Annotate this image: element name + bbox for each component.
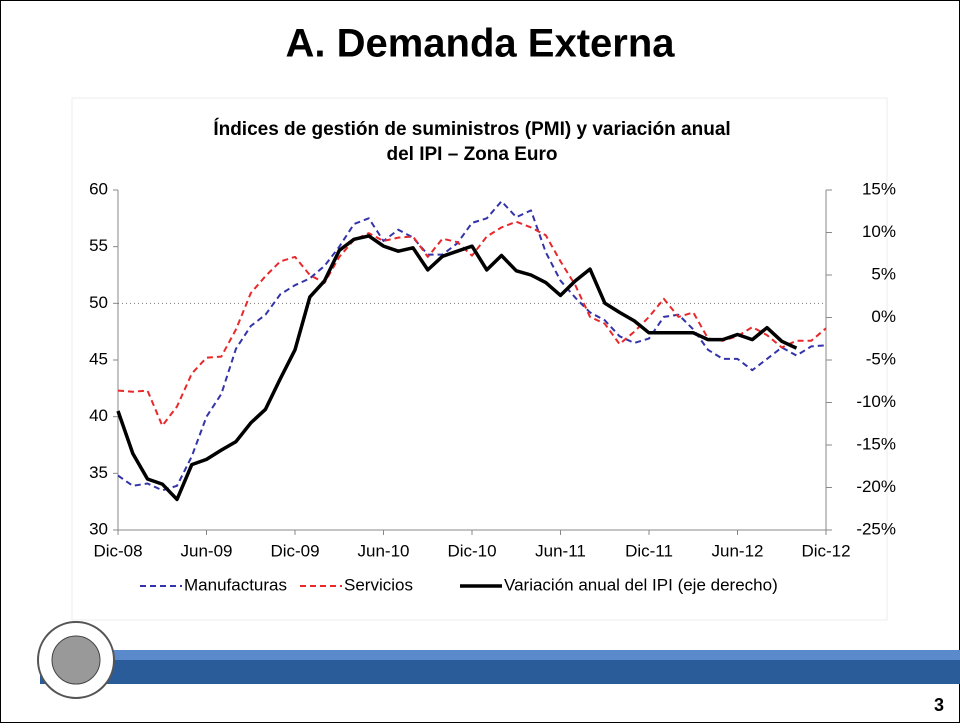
y-tick-label: 55	[89, 236, 108, 255]
y2-tick-label: -25%	[856, 519, 896, 538]
series-line	[117, 200, 827, 492]
chart-title: del IPI – Zona Euro	[386, 144, 557, 165]
chart-area	[71, 97, 888, 621]
y2-tick-label: -20%	[856, 477, 896, 496]
legend-label: Variación anual del IPI (eje derecho)	[504, 575, 778, 594]
y-tick-label: 60	[89, 179, 108, 198]
x-tick-label: Dic-08	[93, 541, 142, 560]
y2-tick-label: -15%	[856, 434, 896, 453]
x-tick-label: Jun-10	[358, 541, 410, 560]
y-tick-label: 40	[89, 406, 108, 425]
y-tick-label: 30	[89, 519, 108, 538]
series-line	[117, 220, 827, 427]
y2-tick-label: 5%	[871, 264, 896, 283]
y2-tick-label: 15%	[862, 179, 896, 198]
legend-label: Servicios	[344, 575, 413, 594]
y2-tick-label: 10%	[862, 222, 896, 241]
x-tick-label: Dic-10	[447, 541, 496, 560]
legend-label: Manufacturas	[184, 575, 287, 594]
x-tick-label: Dic-11	[625, 541, 673, 560]
x-tick-label: Dic-12	[801, 541, 850, 560]
x-tick-label: Jun-11	[535, 541, 586, 560]
slide-title: A. Demanda Externa	[285, 22, 675, 66]
page-number: 3	[934, 695, 944, 715]
chart-title: Índices de gestión de suministros (PMI) …	[213, 118, 730, 140]
x-tick-label: Jun-09	[181, 541, 233, 560]
footer-band-highlight	[40, 650, 960, 660]
x-tick-label: Jun-12	[712, 541, 764, 560]
y-tick-label: 50	[89, 293, 108, 312]
logo-center	[51, 635, 101, 685]
y2-tick-label: -10%	[856, 392, 896, 411]
y-tick-label: 35	[89, 463, 108, 482]
x-tick-label: Dic-09	[270, 541, 319, 560]
y2-tick-label: -5%	[866, 349, 896, 368]
y-tick-label: 45	[89, 349, 108, 368]
series-line	[116, 234, 798, 502]
y2-tick-label: 0%	[871, 307, 896, 326]
